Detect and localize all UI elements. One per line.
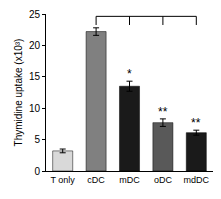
svg-text:25: 25 (29, 9, 41, 20)
svg-text:**: ** (191, 116, 201, 130)
svg-text:*: * (127, 67, 132, 81)
svg-text:10: 10 (29, 103, 41, 114)
svg-text:T only: T only (51, 175, 76, 185)
svg-text:oDC: oDC (154, 175, 173, 185)
svg-text:mDC: mDC (119, 175, 140, 185)
svg-text:5: 5 (34, 134, 40, 145)
svg-text:Thymidine uptake (x10³): Thymidine uptake (x10³) (13, 39, 24, 147)
svg-text:20: 20 (29, 40, 41, 51)
svg-text:15: 15 (29, 71, 41, 82)
svg-text:0: 0 (34, 166, 40, 177)
svg-text:**: ** (158, 105, 168, 119)
svg-text:mdDC: mdDC (184, 175, 210, 185)
svg-text:cDC: cDC (87, 175, 105, 185)
